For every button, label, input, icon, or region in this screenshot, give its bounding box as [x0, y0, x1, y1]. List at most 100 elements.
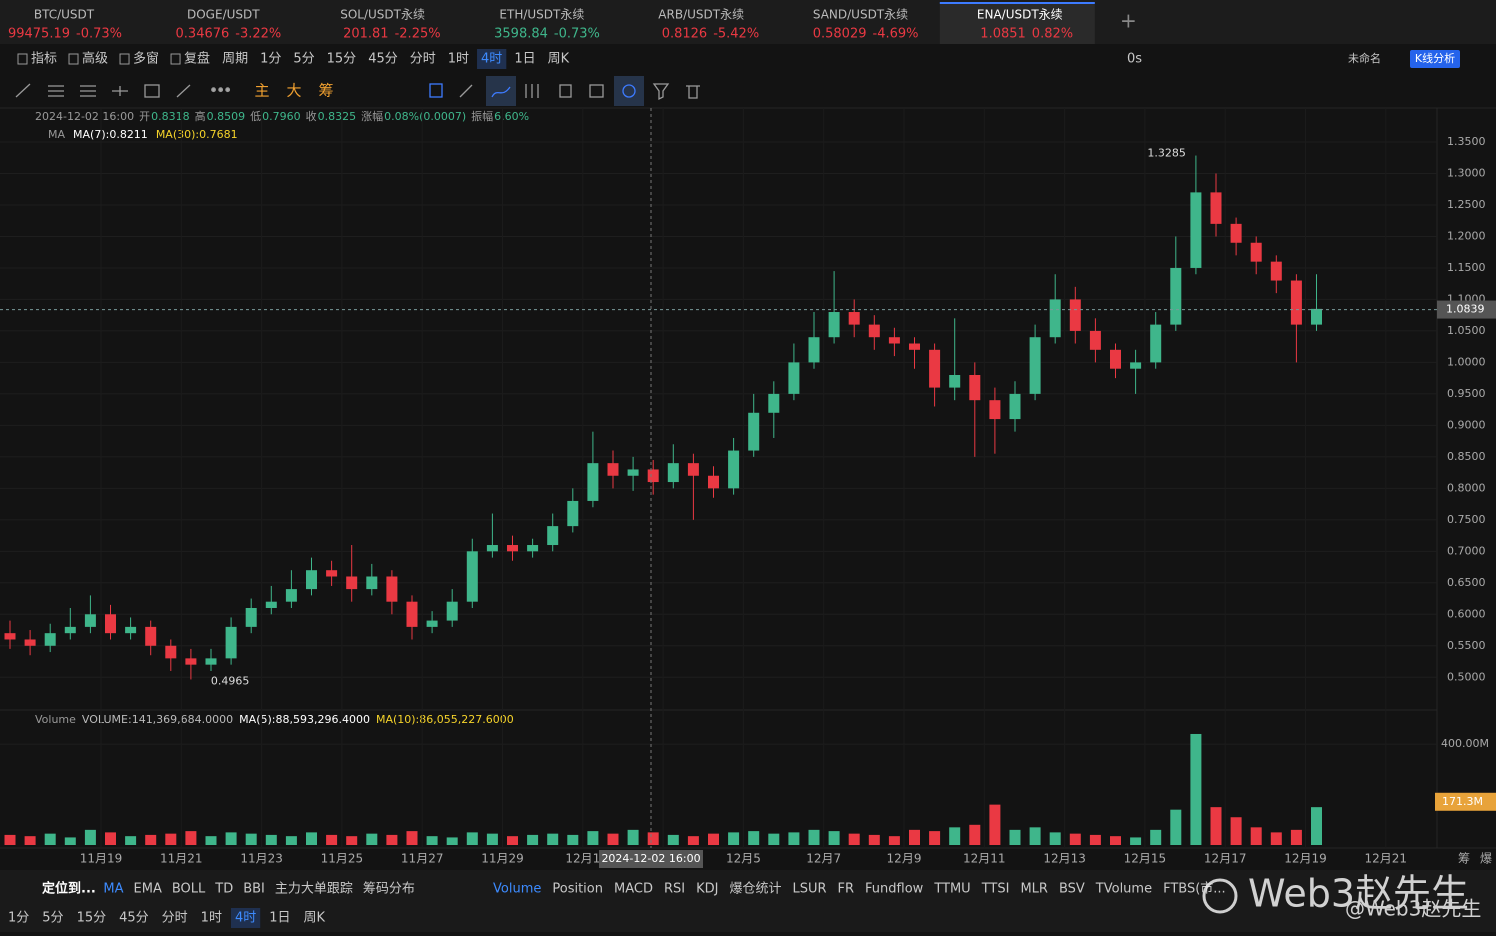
- menu-item[interactable]: 15分: [77, 911, 107, 926]
- icon: [68, 53, 79, 65]
- x-tick-label: 11月29: [481, 852, 524, 866]
- candle-body: [1311, 308, 1322, 325]
- x-tick-label: 11月21: [160, 852, 203, 866]
- watermark-text: Web3赵先生: [1248, 872, 1469, 916]
- menu-item[interactable]: MACD: [614, 882, 653, 897]
- menu-item[interactable]: 15分: [327, 52, 357, 67]
- menu-item[interactable]: 指标: [31, 52, 57, 67]
- menu-item[interactable]: 4时: [235, 911, 256, 926]
- candle-body: [64, 626, 76, 634]
- tab-price: 3598.84: [494, 27, 548, 42]
- candle-body: [4, 633, 16, 640]
- menu-item[interactable]: 周期: [222, 52, 248, 67]
- menu-item[interactable]: 1日: [514, 52, 535, 67]
- volume-bar: [1270, 832, 1282, 845]
- volume-bar: [929, 831, 941, 845]
- tab-symbol[interactable]: SAND/USDT永续: [813, 8, 908, 22]
- menu-item[interactable]: RSI: [664, 882, 685, 897]
- analysis-button[interactable]: [1410, 50, 1460, 68]
- menu-item[interactable]: 5分: [293, 52, 314, 67]
- tab-symbol[interactable]: DOGE/USDT: [187, 8, 260, 22]
- volume-bar: [1049, 832, 1061, 845]
- y-tick-label: 0.5000: [1447, 670, 1486, 683]
- tab-symbol[interactable]: ETH/USDT永续: [499, 8, 584, 22]
- menu-item[interactable]: 4时: [481, 52, 502, 67]
- volume-bar: [848, 833, 860, 845]
- tab-change: -0.73%: [76, 27, 122, 42]
- candle-body: [748, 412, 760, 451]
- menu-item[interactable]: 1分: [260, 52, 281, 67]
- menu-item[interactable]: TTMU: [933, 882, 970, 897]
- menu-item[interactable]: EMA: [134, 882, 162, 897]
- menu-item[interactable]: 1时: [448, 52, 469, 67]
- menu-item[interactable]: Volume: [493, 882, 541, 897]
- menu-item[interactable]: MLR: [1020, 882, 1048, 897]
- candle-body: [1230, 223, 1242, 243]
- menu-item[interactable]: MA: [103, 882, 123, 897]
- candle-body: [627, 469, 639, 476]
- candle-body: [245, 607, 257, 627]
- draw-tool[interactable]: 筹: [318, 82, 333, 100]
- menu-item[interactable]: FR: [838, 882, 855, 897]
- menu-item[interactable]: LSUR: [792, 882, 826, 897]
- menu-item[interactable]: 筹码分布: [363, 881, 415, 897]
- analysis-label[interactable]: K线分析: [1415, 51, 1455, 65]
- menu-item[interactable]: TTSI: [981, 882, 1010, 897]
- menu-item[interactable]: 1时: [201, 911, 222, 926]
- x-tick-label: 12月21: [1365, 852, 1408, 866]
- menu-item[interactable]: BBI: [243, 882, 265, 897]
- volume-bar: [607, 833, 619, 845]
- candle-body: [687, 463, 699, 476]
- candle-body: [788, 362, 800, 394]
- menu-item[interactable]: 分时: [162, 911, 188, 926]
- volume-bar: [828, 831, 840, 845]
- menu-item[interactable]: TD: [214, 882, 233, 897]
- candle-body: [185, 658, 197, 665]
- menu-item[interactable]: 爆仓统计: [729, 882, 781, 897]
- menu-item[interactable]: FTBS(市...: [1163, 881, 1226, 897]
- menu-item[interactable]: BOLL: [172, 882, 206, 897]
- add-tab[interactable]: +: [1120, 9, 1137, 33]
- menu-item[interactable]: 5分: [42, 911, 63, 926]
- active-bg: [477, 49, 507, 69]
- menu-item[interactable]: Position: [552, 882, 603, 897]
- candle-body: [1270, 261, 1282, 281]
- menu-item[interactable]: 1分: [8, 911, 29, 926]
- menu-item[interactable]: 周K: [304, 911, 326, 926]
- menu-item[interactable]: KDJ: [696, 882, 718, 897]
- candle-body: [486, 545, 498, 552]
- tab-change: -3.22%: [235, 27, 281, 42]
- tab-symbol[interactable]: ARB/USDT永续: [658, 8, 744, 22]
- candle-body: [969, 374, 981, 401]
- volume-bar: [1089, 834, 1101, 845]
- menu-item[interactable]: BSV: [1059, 882, 1085, 897]
- volume-bar: [1210, 807, 1222, 845]
- menu-item[interactable]: 高级: [82, 51, 108, 67]
- draw-tool[interactable]: 大: [286, 82, 301, 100]
- tab-symbol[interactable]: SOL/USDT永续: [340, 8, 425, 22]
- active-tab-indicator: [939, 2, 1095, 4]
- draw-tool[interactable]: 主: [254, 82, 269, 100]
- menu-item[interactable]: 周K: [548, 52, 570, 67]
- volume-bar: [969, 824, 981, 845]
- tab-symbol[interactable]: BTC/USDT: [34, 8, 95, 22]
- layout-name[interactable]: 未命名: [1348, 51, 1381, 65]
- candle-body: [768, 393, 780, 413]
- volume-bar: [587, 831, 599, 845]
- y-tick-label: 0.9000: [1447, 418, 1486, 431]
- menu-item[interactable]: TVolume: [1095, 882, 1152, 897]
- volume-bar: [788, 832, 800, 845]
- field-value: 0.8318: [151, 110, 190, 123]
- menu-item[interactable]: 主力大单跟踪: [275, 882, 353, 897]
- menu-item[interactable]: Fundflow: [865, 882, 924, 897]
- menu-item[interactable]: 复盘: [184, 51, 210, 67]
- volume-bar: [306, 832, 317, 845]
- menu-item[interactable]: 45分: [119, 911, 149, 926]
- menu-item[interactable]: 45分: [368, 52, 398, 67]
- volume-bar: [44, 833, 56, 845]
- menu-item[interactable]: 多窗: [133, 51, 159, 67]
- menu-item[interactable]: 分时: [410, 52, 436, 67]
- tab-symbol[interactable]: ENA/USDT永续: [977, 8, 1063, 22]
- menu-item[interactable]: 定位到...: [41, 881, 96, 897]
- menu-item[interactable]: 1日: [269, 911, 290, 926]
